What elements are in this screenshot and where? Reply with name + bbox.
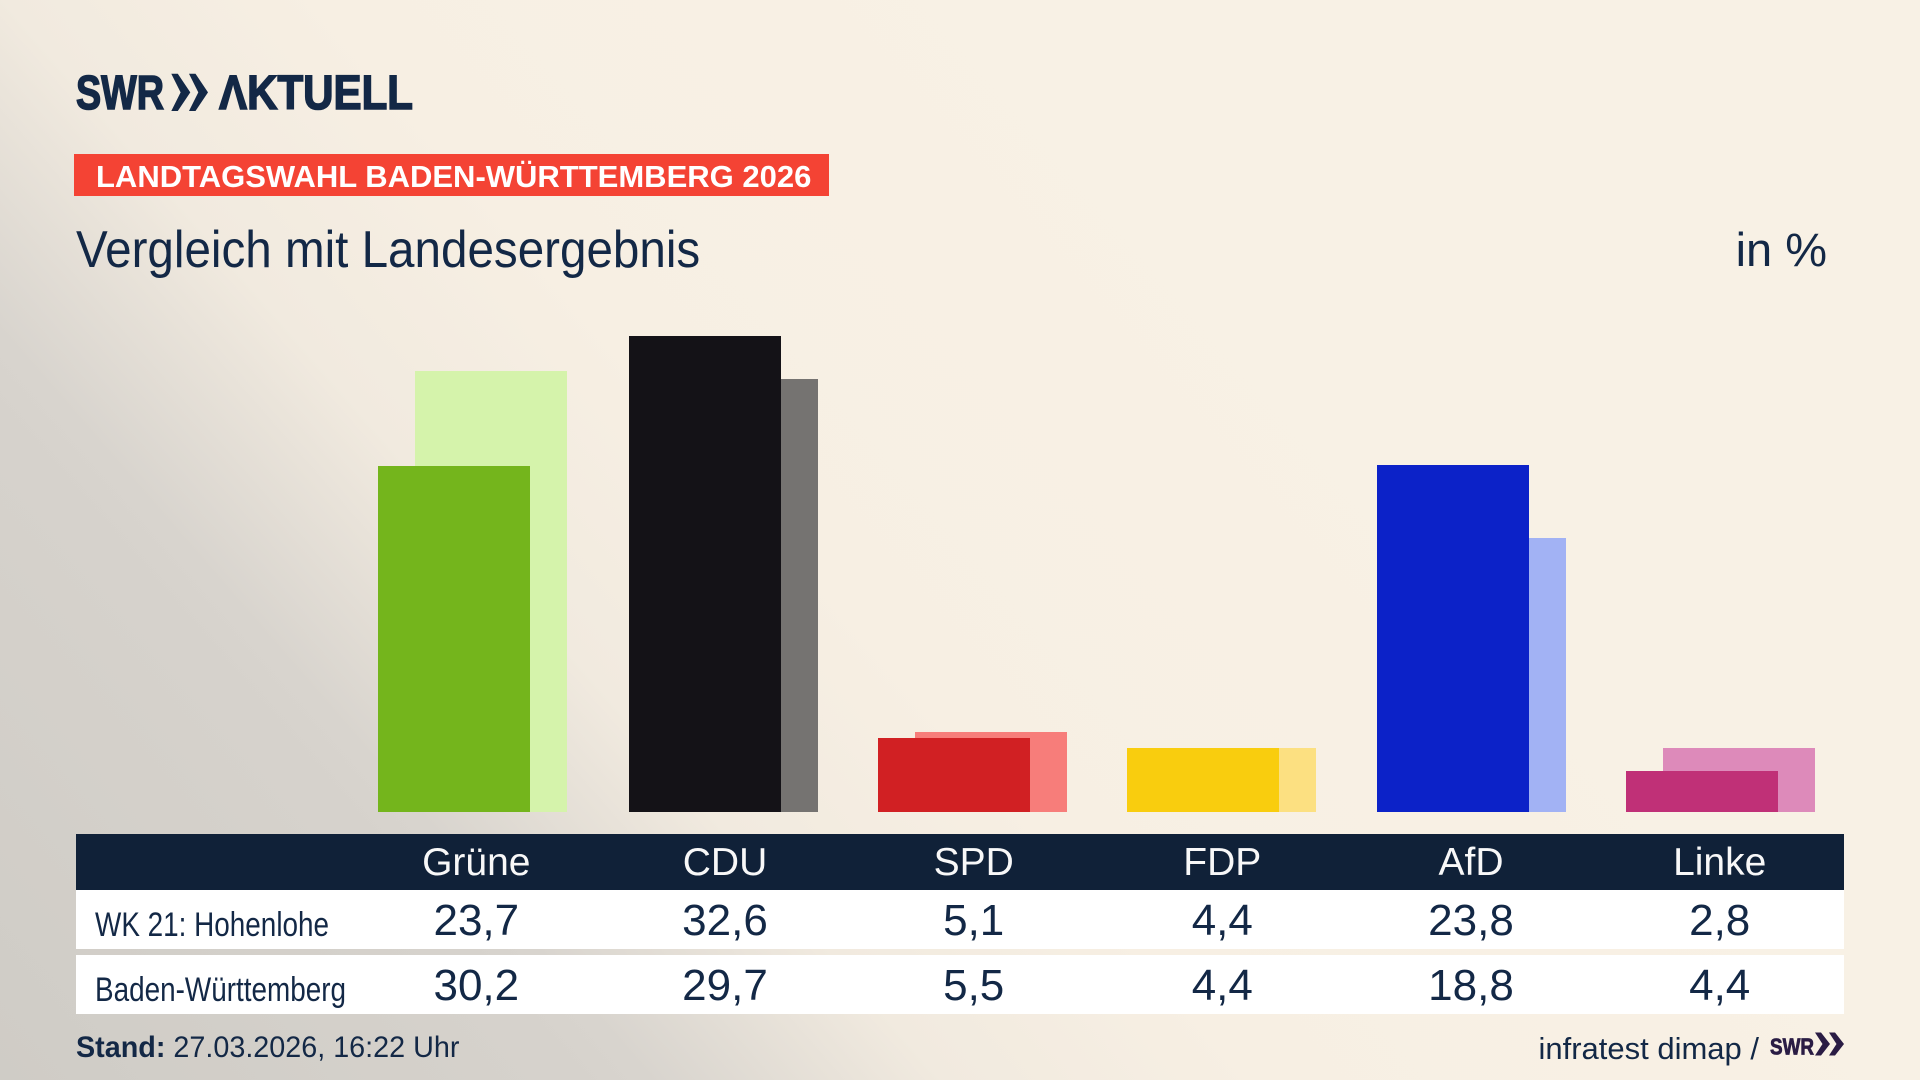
svg-text:SWR: SWR (76, 70, 164, 116)
svg-text:SWR: SWR (1770, 1034, 1814, 1057)
svg-text:ΛKTUELL: ΛKTUELL (219, 70, 413, 116)
